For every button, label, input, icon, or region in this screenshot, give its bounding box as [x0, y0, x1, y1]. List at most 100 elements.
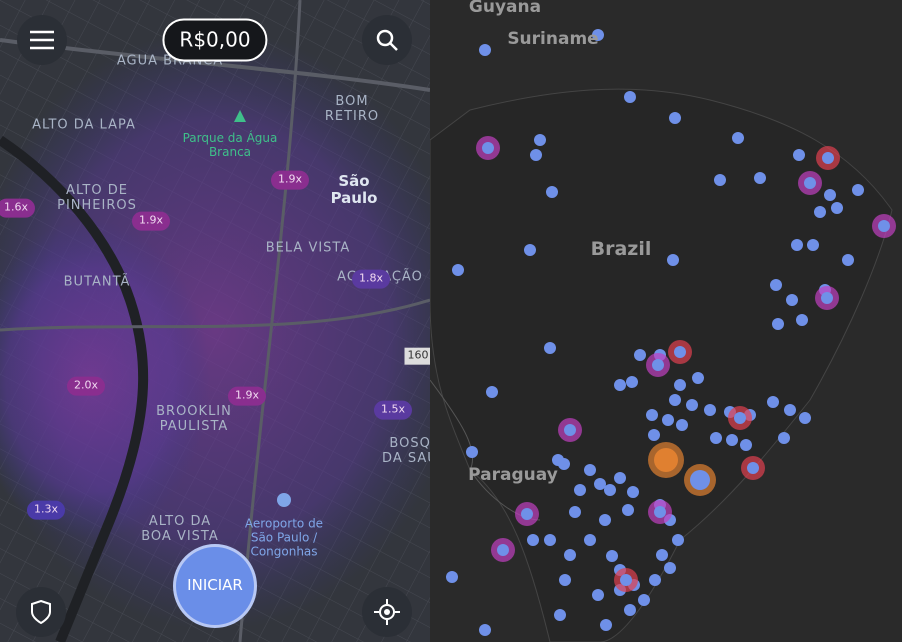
neighborhood: ALTO DE PINHEIROS [57, 183, 137, 213]
activity-dot [824, 189, 836, 201]
activity-dot [654, 448, 678, 472]
activity-dot [527, 534, 539, 546]
activity-dot [807, 239, 819, 251]
activity-dot [599, 514, 611, 526]
city-map: AGUA BRANCA BOM RETIRO ALTO DA LAPA ALTO… [0, 0, 430, 642]
activity-dot [692, 372, 704, 384]
activity-dot [620, 574, 632, 586]
city-map-base [0, 0, 430, 642]
activity-dot [664, 562, 676, 574]
activity-dot [784, 404, 796, 416]
country-label: Suriname [507, 29, 599, 50]
activity-dot [674, 379, 686, 391]
activity-dot [497, 544, 509, 556]
activity-dot [521, 508, 533, 520]
surge-badge: 1.5x [373, 400, 413, 420]
activity-dot [627, 486, 639, 498]
activity-dot [592, 589, 604, 601]
surge-badge: 1.3x [26, 500, 66, 520]
surge-badge: 1.9x [131, 211, 171, 231]
country-map-base [430, 0, 902, 642]
activity-dot [878, 220, 890, 232]
country-label: Guyana [468, 0, 542, 18]
activity-dot [767, 396, 779, 408]
activity-dot [770, 279, 782, 291]
menu-icon [30, 30, 54, 50]
neighborhood: ALTO DA BOA VISTA [141, 514, 219, 544]
activity-dot [732, 132, 744, 144]
activity-dot [466, 446, 478, 458]
activity-dot [649, 574, 661, 586]
activity-dot [654, 506, 666, 518]
activity-dot [676, 419, 688, 431]
activity-dot [686, 399, 698, 411]
activity-dot [710, 432, 722, 444]
activity-dot [656, 549, 668, 561]
neighborhood: BROOKLIN PAULISTA [156, 404, 232, 434]
country-map: Guyana Suriname Brazil Paraguay [430, 0, 902, 642]
activity-dot [544, 342, 556, 354]
activity-dot [614, 379, 626, 391]
locate-button[interactable] [362, 587, 412, 637]
activity-dot [734, 412, 746, 424]
activity-dot [482, 142, 494, 154]
activity-dot [530, 149, 542, 161]
activity-dot [479, 44, 491, 56]
menu-button[interactable] [17, 15, 67, 65]
activity-dot [574, 484, 586, 496]
activity-dot [814, 206, 826, 218]
locate-icon [374, 599, 400, 625]
activity-dot [452, 264, 464, 276]
activity-dot [564, 424, 576, 436]
activity-dot [592, 29, 604, 41]
country-label: Paraguay [468, 465, 558, 486]
activity-dot [486, 386, 498, 398]
activity-dot [662, 414, 674, 426]
activity-dot [690, 470, 710, 490]
activity-dot [799, 412, 811, 424]
activity-dot [674, 346, 686, 358]
activity-dot [791, 239, 803, 251]
activity-dot [446, 571, 458, 583]
country-label: Brazil [590, 238, 652, 261]
start-button[interactable]: INICIAR [173, 544, 257, 628]
activity-dot [648, 429, 660, 441]
activity-dot [772, 318, 784, 330]
surge-badge: 1.9x [227, 386, 267, 406]
activity-dot [669, 112, 681, 124]
neighborhood: ALTO DA LAPA [32, 117, 136, 133]
activity-dot [634, 349, 646, 361]
activity-dot [638, 594, 650, 606]
activity-dot [564, 549, 576, 561]
activity-dot [786, 294, 798, 306]
activity-dot [559, 574, 571, 586]
activity-dot [842, 254, 854, 266]
airport-label: Aeroporto de São Paulo / Congonhas [244, 516, 324, 558]
surge-badge: 2.0x [66, 376, 106, 396]
search-button[interactable] [362, 15, 412, 65]
activity-dot [600, 619, 612, 631]
activity-dot [614, 472, 626, 484]
activity-dot [652, 359, 664, 371]
balance[interactable]: R$0,00 [162, 18, 268, 62]
activity-dot [821, 292, 833, 304]
activity-dot [584, 534, 596, 546]
activity-dot [584, 464, 596, 476]
park-label: Parque da Água Branca [182, 131, 278, 159]
neighborhood: BUTANTÃ [63, 274, 131, 290]
activity-dot [804, 177, 816, 189]
safety-button[interactable] [16, 587, 66, 637]
activity-dot [479, 624, 491, 636]
activity-dot [646, 409, 658, 421]
activity-dot [554, 609, 566, 621]
activity-dot [606, 550, 618, 562]
activity-dot [831, 202, 843, 214]
surge-badge: 1.6x [0, 198, 36, 218]
activity-dot [672, 534, 684, 546]
city-label: São Paulo [330, 171, 378, 207]
activity-dot [669, 394, 681, 406]
activity-dot [778, 432, 790, 444]
neighborhood: BOM RETIRO [324, 94, 380, 124]
activity-dot [546, 186, 558, 198]
